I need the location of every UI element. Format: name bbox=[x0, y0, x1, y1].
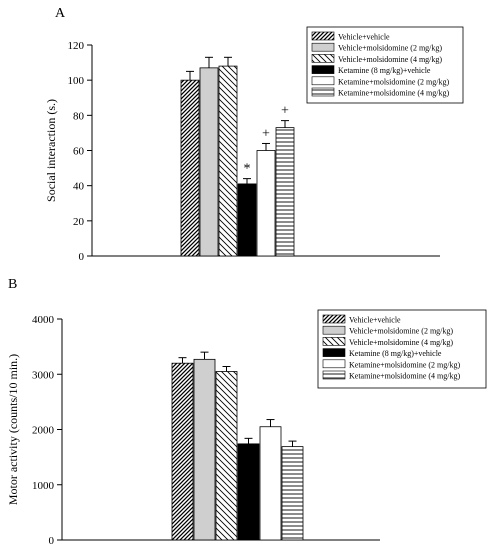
significance-mark: * bbox=[244, 162, 251, 177]
legend-swatch bbox=[311, 87, 335, 97]
legend-label: Ketamine+molsidomine (4 mg/kg) bbox=[349, 372, 460, 381]
panel-label: A bbox=[55, 6, 66, 21]
legend-label: Ketamine+molsidomine (2 mg/kg) bbox=[338, 77, 449, 86]
y-tick-label: 120 bbox=[68, 40, 85, 52]
legend-swatch bbox=[311, 54, 335, 63]
legend-swatch bbox=[322, 348, 346, 357]
legend-swatch bbox=[311, 31, 335, 41]
bar bbox=[259, 426, 282, 541]
legend-label: Ketamine+molsidomine (4 mg/kg) bbox=[338, 89, 449, 98]
y-axis-title: Social interaction (s.) bbox=[44, 99, 58, 202]
y-tick-label: 0 bbox=[79, 251, 85, 263]
bar bbox=[171, 362, 194, 541]
bar bbox=[180, 79, 200, 257]
y-axis-title: Motor activity (counts/10 min.) bbox=[6, 354, 20, 505]
legend-swatch bbox=[311, 65, 335, 74]
bar bbox=[256, 150, 276, 257]
legend-swatch bbox=[322, 359, 346, 369]
legend-label: Ketamine (8 mg/kg)+vehicle bbox=[338, 66, 431, 75]
chart-panel-a: A 0 20 40 60 80 100 120 Social interaction (s.) *… bbox=[44, 6, 464, 263]
y-tick-label: 100 bbox=[68, 75, 85, 87]
legend-swatch bbox=[322, 370, 346, 380]
bar bbox=[237, 443, 260, 541]
bar bbox=[281, 446, 304, 541]
bar bbox=[215, 371, 238, 541]
legend-swatch bbox=[311, 76, 335, 86]
legend-label: Vehicle+molsidomine (2 mg/kg) bbox=[338, 44, 442, 53]
y-tick-label: 3000 bbox=[32, 369, 55, 381]
y-tick-label: 40 bbox=[73, 181, 85, 193]
chart-panel-b: B 0 1000 2000 3000 4000 Motor activity (counts… bbox=[6, 277, 487, 547]
y-tick-label: 60 bbox=[73, 146, 85, 158]
y-tick-label: 2000 bbox=[32, 425, 55, 437]
y-tick-label: 4000 bbox=[32, 314, 55, 326]
legend-label: Vehicle+vehicle bbox=[349, 316, 401, 325]
bar bbox=[275, 127, 295, 257]
legend-swatch bbox=[322, 314, 346, 324]
legend-label: Vehicle+vehicle bbox=[338, 33, 390, 42]
y-tick-label: 80 bbox=[73, 110, 85, 122]
legend-label: Vehicle+molsidomine (4 mg/kg) bbox=[349, 338, 453, 347]
significance-mark: + bbox=[281, 104, 289, 119]
legend-swatch bbox=[311, 42, 335, 52]
bar bbox=[199, 67, 219, 257]
legend-box bbox=[317, 309, 487, 389]
significance-mark: + bbox=[262, 126, 270, 141]
panel-label: B bbox=[8, 277, 17, 292]
y-tick-label: 1000 bbox=[32, 480, 55, 492]
y-tick-label: 0 bbox=[49, 535, 55, 547]
legend-swatch bbox=[322, 337, 346, 346]
bar bbox=[237, 183, 257, 257]
legend-label: Vehicle+molsidomine (4 mg/kg) bbox=[338, 55, 442, 64]
bar bbox=[193, 358, 216, 541]
bar bbox=[218, 65, 238, 257]
legend-swatch bbox=[322, 325, 346, 335]
y-tick-label: 20 bbox=[73, 216, 85, 228]
legend-label: Ketamine+molsidomine (2 mg/kg) bbox=[349, 360, 460, 369]
legend-label: Ketamine (8 mg/kg)+vehicle bbox=[349, 349, 442, 358]
legend-label: Vehicle+molsidomine (2 mg/kg) bbox=[349, 327, 453, 336]
